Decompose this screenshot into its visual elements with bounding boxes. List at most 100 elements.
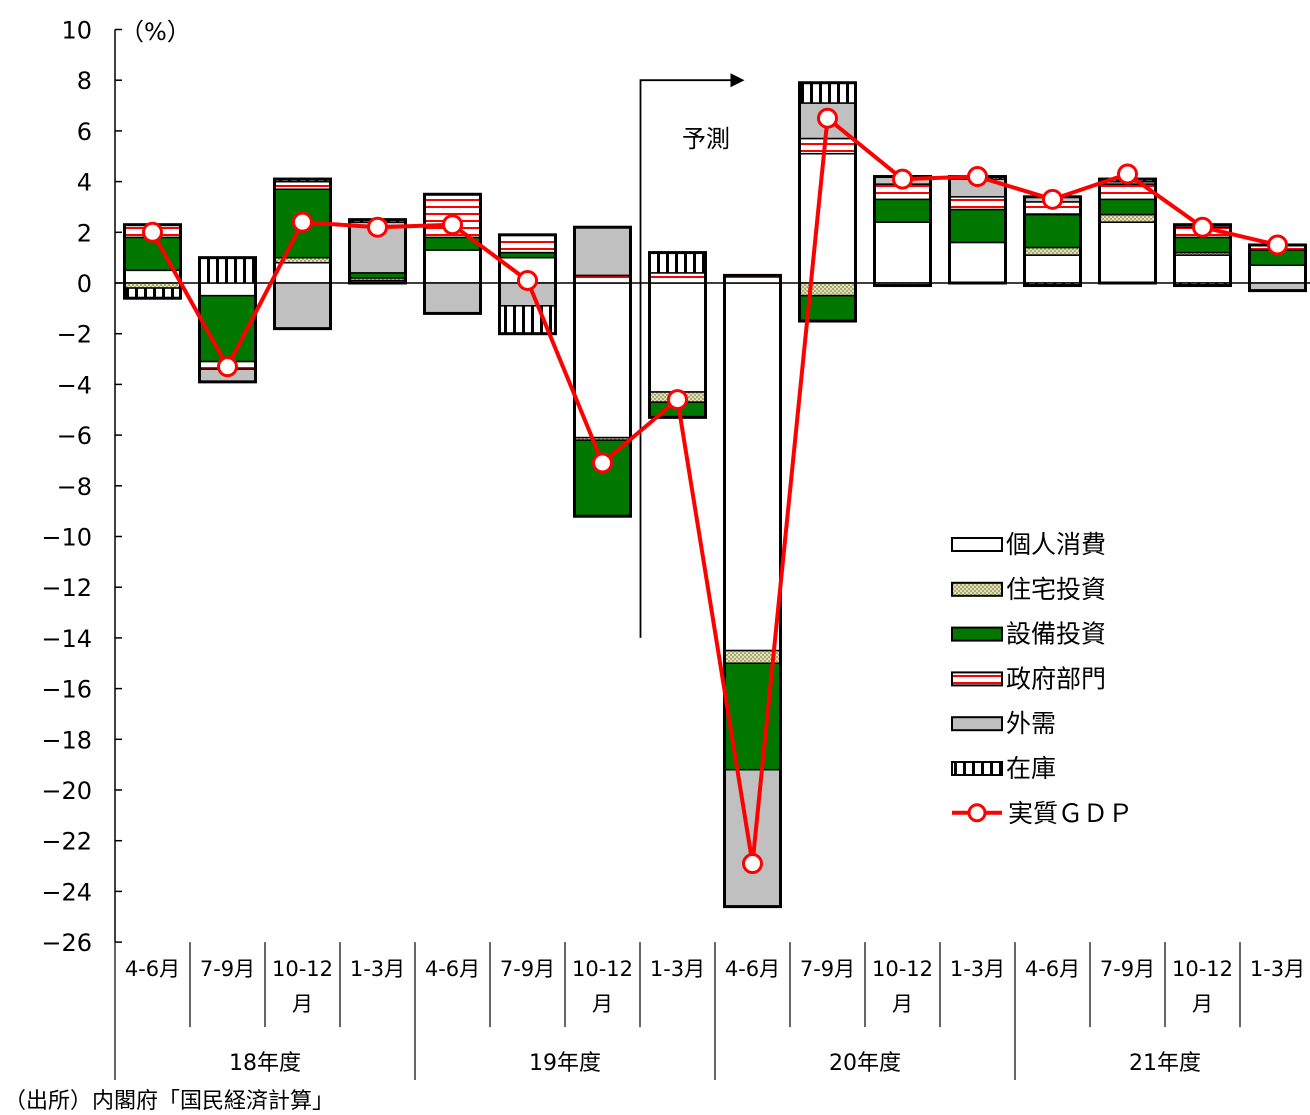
y-tick-label: −8 xyxy=(57,473,92,501)
y-tick-label: 8 xyxy=(77,67,92,95)
bar-segment-government xyxy=(648,272,707,284)
bar-segment-government xyxy=(273,180,332,190)
legend-label: 個人消費 xyxy=(1006,530,1106,559)
bar-segment-consumption xyxy=(798,152,857,284)
bar-segment-inventory xyxy=(123,287,182,299)
bar-segment-housing xyxy=(1098,213,1157,223)
category-label: 1-3月 xyxy=(1250,957,1305,981)
category-label: 月 xyxy=(592,992,613,1016)
category-label: 10-12 xyxy=(572,957,633,981)
bar-outline xyxy=(273,177,332,331)
bar-segment-consumption xyxy=(873,221,932,284)
bar-segment-consumption xyxy=(1098,221,1157,284)
y-tick-label: −24 xyxy=(41,878,92,906)
gdp-point xyxy=(667,389,688,411)
y-tick-label: 6 xyxy=(77,118,92,146)
stacked-bars xyxy=(123,81,1307,909)
gdp-point xyxy=(892,168,913,190)
legend-swatch-housing xyxy=(951,581,1003,597)
gdp-point xyxy=(292,211,313,233)
legend-label: 外需 xyxy=(1006,709,1056,738)
bar-segment-net-exports xyxy=(723,768,782,908)
gdp-point xyxy=(1267,234,1288,256)
legend-swatch-consumption xyxy=(951,537,1003,552)
fiscal-year-label: 19年度 xyxy=(529,1051,601,1076)
category-label: 7-9月 xyxy=(200,957,255,981)
bar-segment-capex xyxy=(348,272,407,279)
bar-outline xyxy=(498,233,557,336)
bar-segment-capex xyxy=(573,439,632,517)
y-unit-label: （%） xyxy=(120,18,191,46)
y-tick-label: −12 xyxy=(41,574,92,602)
gdp-point xyxy=(817,107,838,129)
bar-segment-consumption xyxy=(948,241,1007,284)
category-label: 1-3月 xyxy=(350,957,405,981)
bar-segment-consumption xyxy=(1173,254,1232,284)
y-tick-label: −10 xyxy=(41,524,92,552)
bar-segment-capex xyxy=(498,251,557,259)
source-note: （出所）内閣府「国民経済計算」 xyxy=(4,1089,334,1114)
gdp-point xyxy=(1192,216,1213,238)
bar-segment-government xyxy=(573,274,632,284)
y-tick-label: −14 xyxy=(41,625,92,653)
y-tick-label: −20 xyxy=(41,777,92,805)
category-label: 4-6月 xyxy=(1025,957,1080,981)
gdp-point xyxy=(517,269,538,291)
bar-segment-inventory xyxy=(798,81,857,104)
forecast-label: 予測 xyxy=(682,125,730,153)
bar-segment-consumption xyxy=(273,261,332,284)
bar-outline xyxy=(648,251,707,419)
gdp-point xyxy=(592,452,613,474)
fiscal-year-label: 18年度 xyxy=(229,1051,301,1076)
legend-swatch-capex xyxy=(951,626,1003,642)
bar-segment-government xyxy=(948,196,1007,211)
y-tick-label: 2 xyxy=(77,219,92,247)
category-label: 7-9月 xyxy=(800,957,855,981)
gdp-point xyxy=(1042,188,1063,210)
y-tick-label: −6 xyxy=(57,422,92,450)
bar-segment-consumption xyxy=(1023,254,1082,284)
gdp-point xyxy=(367,216,388,238)
y-tick-label: 10 xyxy=(61,17,92,45)
legend-swatch-government xyxy=(951,671,1003,687)
bar-segment-capex xyxy=(873,198,932,223)
category-label: 1-3月 xyxy=(950,957,1005,981)
bar-segment-inventory xyxy=(198,256,257,284)
gdp-point xyxy=(217,356,238,378)
gdp-point xyxy=(1117,163,1138,185)
gdp-point xyxy=(742,853,763,875)
bar-segment-consumption xyxy=(423,249,482,284)
bar-outline xyxy=(423,192,482,315)
bar-segment-consumption xyxy=(123,269,182,284)
legend-label: 設備投資 xyxy=(1006,620,1106,649)
bar-segment-consumption xyxy=(723,282,782,652)
bar-segment-capex xyxy=(1098,198,1157,216)
category-label: 4-6月 xyxy=(125,957,180,981)
category-label: 7-9月 xyxy=(500,957,555,981)
y-tick-label: −18 xyxy=(41,726,92,754)
bar-segment-inventory xyxy=(648,251,707,274)
y-tick-label: −22 xyxy=(41,828,92,856)
category-label: 4-6月 xyxy=(725,957,780,981)
bar-segment-consumption xyxy=(648,282,707,393)
category-label: 1-3月 xyxy=(650,957,705,981)
gdp-line xyxy=(150,116,1278,866)
fiscal-year-label: 20年度 xyxy=(829,1051,901,1076)
category-label: 月 xyxy=(1192,992,1213,1016)
forecast-arrow-head xyxy=(730,73,745,88)
legend-label: 在庫 xyxy=(1006,754,1056,783)
category-label: 4-6月 xyxy=(425,957,480,981)
fiscal-year-label: 21年度 xyxy=(1129,1051,1201,1076)
bar-segment-consumption xyxy=(573,282,632,439)
legend-swatch-net-exports xyxy=(951,716,1003,732)
bar-segment-capex xyxy=(948,208,1007,244)
bar-segment-net-exports xyxy=(423,282,482,315)
y-tick-label: −4 xyxy=(57,371,92,399)
category-label: 7-9月 xyxy=(1100,957,1155,981)
bar-segment-net-exports xyxy=(573,226,632,277)
bar-segment-net-exports xyxy=(273,282,332,330)
category-label: 10-12 xyxy=(272,957,333,981)
real-gdp-line xyxy=(142,107,1288,875)
